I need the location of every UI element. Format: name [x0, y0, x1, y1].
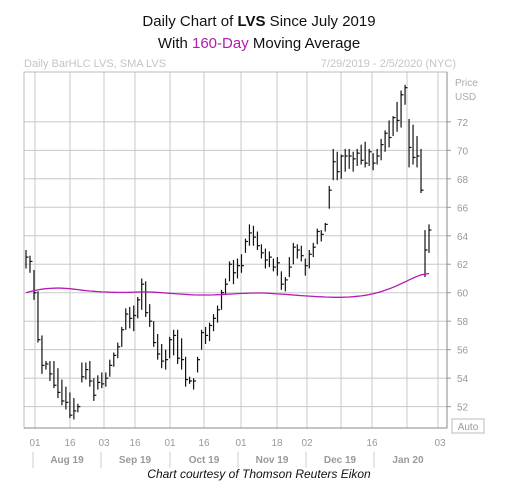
x-tick-label: 02: [301, 438, 313, 449]
x-tick-label: 18: [271, 438, 283, 449]
x-tick-label: 16: [64, 438, 76, 449]
chart-title-prefix: Daily Chart of: [142, 13, 238, 30]
x-tick-label-end: 03: [434, 438, 446, 449]
x-tick-label: 01: [164, 438, 176, 449]
x-month-label: Jan 20: [392, 455, 424, 466]
y-tick-label: 62: [457, 260, 469, 271]
x-month-label: Nov 19: [256, 455, 289, 466]
auto-scale-label: Auto: [458, 422, 479, 433]
chart-grid: [24, 72, 447, 428]
chart-subtitle: With 160-Day Moving Average: [0, 35, 518, 52]
chart-title-suffix: Since July 2019: [265, 13, 376, 30]
chart-title: Daily Chart of LVS Since July 2019: [0, 13, 518, 30]
y-axis-label: Price: [455, 78, 478, 89]
chart-subtitle-highlight: 160-Day: [192, 35, 249, 52]
x-tick-label: 16: [366, 438, 378, 449]
x-month-label: Dec 19: [324, 455, 357, 466]
chart-subtitle-suffix: Moving Average: [248, 35, 361, 52]
y-tick-label: 60: [457, 289, 469, 300]
chart-subtitle-prefix: With: [157, 35, 192, 52]
y-axis: 52 54 56 58 60 62 64 66 68 70 72 Price USD: [447, 78, 478, 414]
x-month-label: Aug 19: [50, 455, 84, 466]
auto-scale-box: [451, 418, 485, 434]
sma-line-group: [25, 272, 430, 298]
x-month-label: Oct 19: [189, 455, 220, 466]
x-tick-label: 16: [198, 438, 210, 449]
x-tick-label: 03: [98, 438, 110, 449]
chart-title-ticker: LVS: [237, 13, 266, 30]
plot-frame: [23, 71, 448, 429]
series-description: Daily BarHLC LVS, SMA LVS: [24, 58, 167, 70]
x-month-label: Sep 19: [119, 455, 152, 466]
y-tick-label: 66: [457, 203, 469, 214]
x-axis: 01 16 03 16 01 16 01 18 02 16 03 Aug 19 Sep 19 Oct 19…: [29, 418, 485, 468]
y-axis-unit: USD: [455, 92, 476, 103]
y-tick-label: 70: [457, 146, 469, 157]
plot-border: [23, 71, 448, 429]
chart-credit: Chart courtesy of Thomson Reuters Eikon: [147, 467, 371, 481]
y-tick-label: 68: [457, 175, 469, 186]
x-tick-label: 16: [129, 438, 141, 449]
y-tick-label: 72: [457, 118, 469, 129]
price-bars: [25, 84, 432, 420]
x-tick-label: 01: [235, 438, 247, 449]
y-tick-label: 54: [457, 374, 469, 385]
y-tick-label: 58: [457, 317, 469, 328]
x-tick-label: 01: [29, 438, 41, 449]
date-range-label: 7/29/2019 - 2/5/2020 (NYC): [320, 58, 456, 70]
y-tick-label: 56: [457, 346, 469, 357]
sma-line: [25, 272, 430, 298]
y-tick-label: 64: [457, 232, 469, 243]
y-tick-label: 52: [457, 403, 469, 414]
